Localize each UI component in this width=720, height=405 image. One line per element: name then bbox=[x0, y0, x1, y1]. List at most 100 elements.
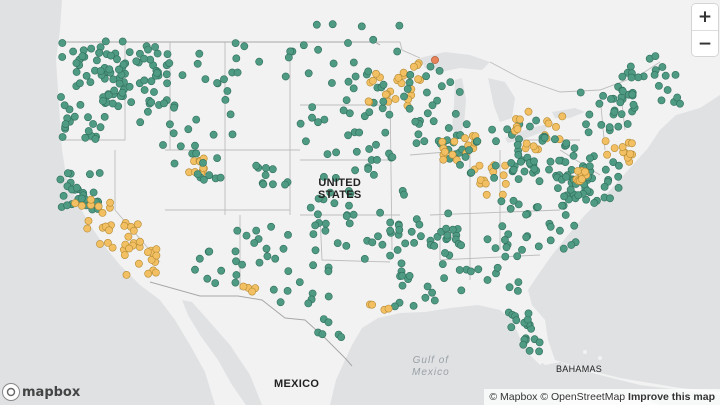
location-marker-green[interactable] bbox=[115, 65, 123, 74]
location-marker-green[interactable] bbox=[400, 92, 408, 101]
location-marker-yellow[interactable] bbox=[573, 167, 582, 175]
location-marker-green[interactable] bbox=[314, 45, 322, 54]
location-marker-green[interactable] bbox=[574, 191, 583, 200]
location-marker-green[interactable] bbox=[72, 59, 81, 67]
location-marker-green[interactable] bbox=[462, 120, 471, 129]
location-marker-green[interactable] bbox=[153, 69, 161, 77]
location-marker-green[interactable] bbox=[455, 266, 464, 274]
location-marker-yellow[interactable] bbox=[106, 198, 114, 207]
location-marker-yellow[interactable] bbox=[475, 161, 484, 170]
location-marker-green[interactable] bbox=[268, 180, 277, 189]
location-marker-green[interactable] bbox=[324, 292, 333, 301]
location-marker-green[interactable] bbox=[360, 254, 369, 263]
location-marker-yellow[interactable] bbox=[133, 220, 142, 229]
location-marker-yellow[interactable] bbox=[124, 232, 133, 241]
location-marker-green[interactable] bbox=[498, 222, 507, 231]
location-marker-yellow[interactable] bbox=[96, 240, 104, 248]
location-marker-green[interactable] bbox=[374, 232, 382, 241]
location-marker-green[interactable] bbox=[618, 87, 627, 96]
location-marker-green[interactable] bbox=[415, 220, 424, 229]
location-marker-green[interactable] bbox=[369, 35, 378, 44]
location-marker-green[interactable] bbox=[232, 257, 240, 266]
location-marker-green[interactable] bbox=[159, 141, 167, 149]
location-marker-green[interactable] bbox=[623, 120, 632, 128]
location-marker-green[interactable] bbox=[566, 185, 575, 194]
location-marker-green[interactable] bbox=[332, 148, 340, 157]
location-marker-green[interactable] bbox=[351, 72, 360, 81]
location-marker-green[interactable] bbox=[86, 78, 95, 86]
location-marker-green[interactable] bbox=[333, 239, 342, 247]
location-marker-green[interactable] bbox=[473, 137, 482, 146]
location-marker-green[interactable] bbox=[192, 115, 201, 124]
location-marker-green[interactable] bbox=[195, 254, 204, 263]
location-marker-green[interactable] bbox=[555, 156, 563, 165]
location-marker-green[interactable] bbox=[605, 123, 614, 132]
location-marker-green[interactable] bbox=[221, 96, 230, 104]
location-marker-green[interactable] bbox=[284, 267, 293, 275]
location-marker-green[interactable] bbox=[483, 235, 492, 244]
location-marker-green[interactable] bbox=[517, 157, 525, 166]
location-marker-green[interactable] bbox=[409, 301, 418, 310]
location-marker-green[interactable] bbox=[349, 84, 358, 93]
location-marker-green[interactable] bbox=[509, 165, 518, 174]
location-marker-green[interactable] bbox=[585, 110, 594, 119]
location-marker-green[interactable] bbox=[349, 210, 358, 219]
location-marker-green[interactable] bbox=[423, 282, 432, 291]
location-marker-green[interactable] bbox=[269, 285, 278, 294]
location-marker-green[interactable] bbox=[349, 58, 358, 67]
location-marker-yellow[interactable] bbox=[108, 243, 117, 252]
location-marker-green[interactable] bbox=[671, 71, 680, 79]
location-marker-green[interactable] bbox=[483, 276, 492, 284]
location-marker-green[interactable] bbox=[150, 88, 158, 96]
location-marker-green[interactable] bbox=[81, 133, 90, 142]
location-marker-green[interactable] bbox=[421, 293, 430, 302]
location-marker-green[interactable] bbox=[93, 56, 101, 65]
location-marker-green[interactable] bbox=[444, 209, 453, 218]
location-marker-green[interactable] bbox=[395, 225, 404, 234]
location-marker-green[interactable] bbox=[368, 238, 377, 247]
location-marker-green[interactable] bbox=[342, 96, 351, 104]
location-marker-green[interactable] bbox=[385, 110, 394, 119]
location-marker-green[interactable] bbox=[465, 146, 473, 154]
location-marker-green[interactable] bbox=[295, 278, 304, 286]
location-marker-green[interactable] bbox=[107, 51, 115, 60]
location-marker-green[interactable] bbox=[512, 316, 521, 325]
location-marker-green[interactable] bbox=[276, 298, 285, 307]
location-marker-green[interactable] bbox=[456, 160, 464, 169]
location-marker-green[interactable] bbox=[616, 98, 625, 107]
location-marker-green[interactable] bbox=[386, 251, 394, 260]
location-marker-green[interactable] bbox=[393, 246, 402, 254]
location-marker-green[interactable] bbox=[240, 42, 249, 51]
location-marker-green[interactable] bbox=[127, 98, 136, 106]
location-marker-yellow[interactable] bbox=[84, 216, 93, 225]
location-marker-green[interactable] bbox=[242, 231, 251, 240]
location-marker-green[interactable] bbox=[89, 188, 98, 197]
location-marker-yellow[interactable] bbox=[414, 75, 422, 84]
location-marker-green[interactable] bbox=[144, 45, 152, 54]
location-marker-green[interactable] bbox=[351, 166, 359, 175]
location-marker-green[interactable] bbox=[201, 75, 210, 83]
location-marker-green[interactable] bbox=[301, 137, 310, 146]
location-marker-green[interactable] bbox=[466, 267, 475, 276]
location-marker-green[interactable] bbox=[400, 190, 408, 199]
location-marker-green[interactable] bbox=[339, 106, 348, 115]
location-marker-green[interactable] bbox=[252, 226, 261, 235]
location-marker-green[interactable] bbox=[72, 68, 81, 76]
location-marker-yellow[interactable] bbox=[120, 221, 129, 230]
location-marker-green[interactable] bbox=[153, 49, 162, 58]
location-marker-yellow[interactable] bbox=[601, 137, 610, 145]
location-marker-green[interactable] bbox=[546, 236, 555, 245]
location-marker-yellow[interactable] bbox=[529, 142, 538, 151]
location-marker-green[interactable] bbox=[530, 164, 539, 173]
location-marker-green[interactable] bbox=[386, 226, 394, 235]
location-marker-green[interactable] bbox=[58, 53, 67, 61]
attribution-mapbox-link[interactable]: © Mapbox bbox=[489, 391, 538, 403]
location-marker-green[interactable] bbox=[506, 204, 515, 213]
location-marker-green[interactable] bbox=[132, 57, 141, 66]
location-marker-green[interactable] bbox=[535, 177, 544, 186]
location-marker-yellow[interactable] bbox=[129, 226, 138, 235]
location-marker-green[interactable] bbox=[405, 78, 414, 87]
location-marker-green[interactable] bbox=[522, 233, 531, 242]
location-marker-green[interactable] bbox=[342, 212, 351, 220]
